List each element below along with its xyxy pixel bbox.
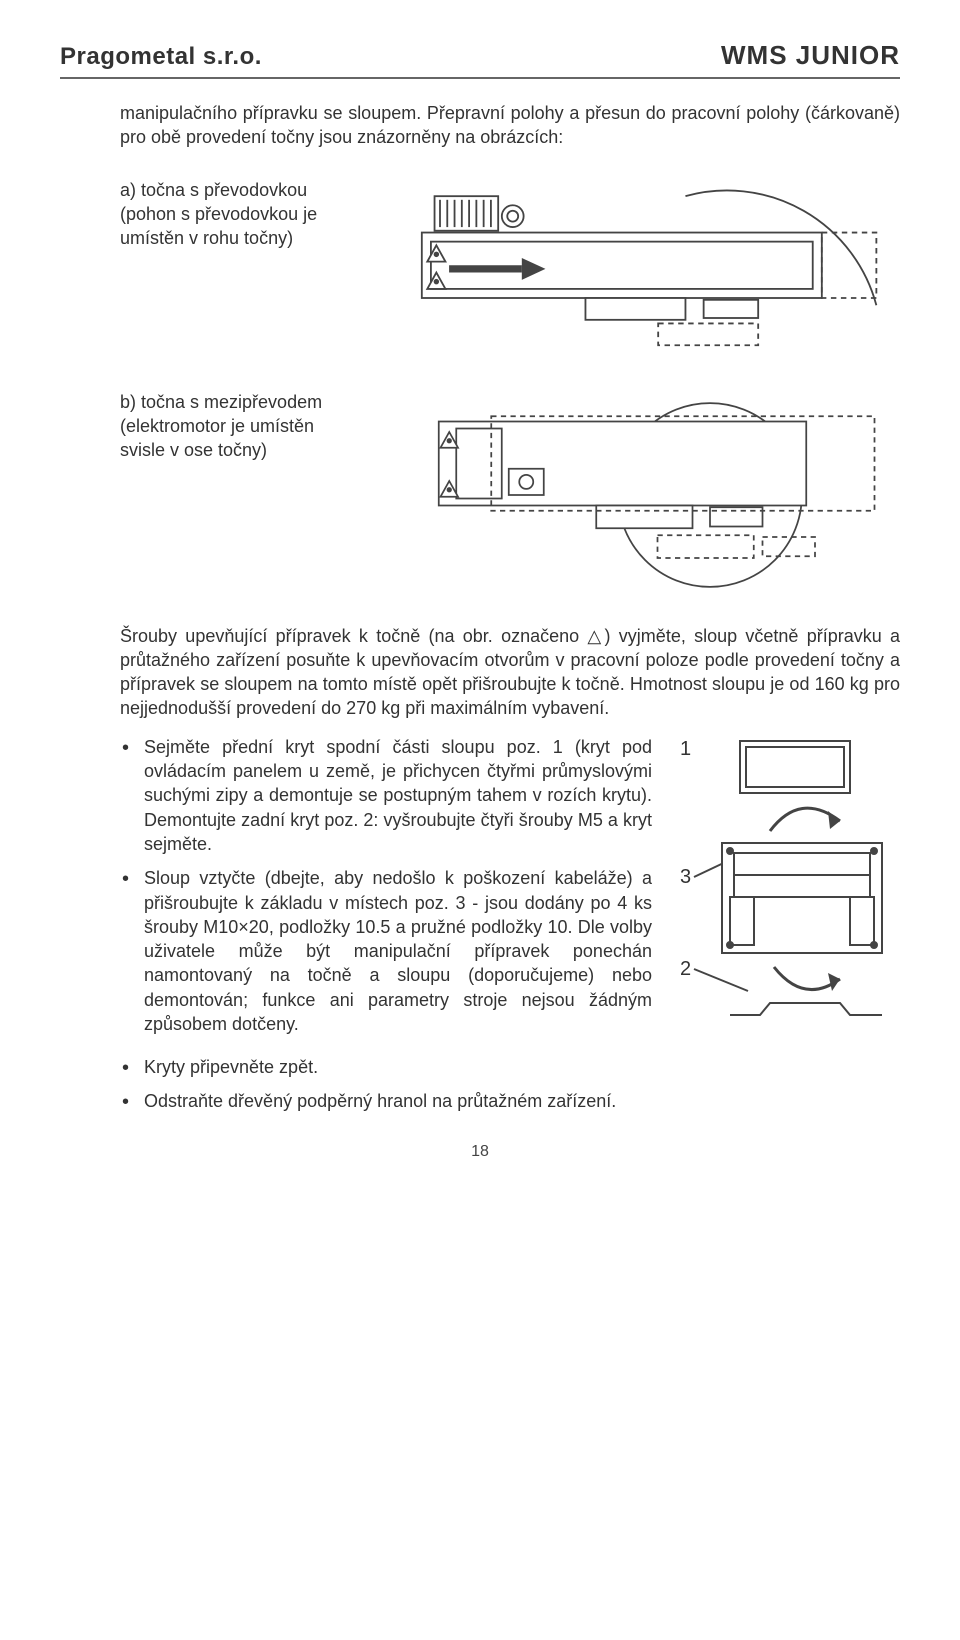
bullet-2-text: Sloup vztyčte (dbejte, aby nedošlo k poš…	[144, 868, 652, 1034]
variant-a-block: a) točna s převodovkou (pohon s převodov…	[120, 178, 900, 378]
bullet-1-text: Sejměte přední kryt spodní části sloupu …	[144, 737, 652, 854]
svg-text:1: 1	[680, 738, 691, 760]
intro-paragraph: manipulačního přípravku se sloupem. Přep…	[120, 101, 900, 150]
svg-text:2: 2	[680, 958, 691, 980]
bullet-3: Kryty připevněte zpět.	[120, 1055, 900, 1079]
product-name: WMS JUNIOR	[721, 40, 900, 71]
variant-a-diagram	[380, 178, 900, 378]
page-header: Pragometal s.r.o. WMS JUNIOR	[60, 40, 900, 79]
variant-a-label: a) točna s převodovkou (pohon s převodov…	[120, 178, 360, 251]
bullet-4: Odstraňte dřevěný podpěrný hranol na prů…	[120, 1089, 900, 1113]
after-text-prefix: Šrouby upevňující přípravek k točně (na …	[120, 626, 587, 646]
variant-b-block: b) točna s mezipřevodem (elektromotor je…	[120, 390, 900, 600]
column-figure: 1 3	[670, 735, 900, 1045]
company-name: Pragometal s.r.o.	[60, 43, 262, 71]
bullet-4-text: Odstraňte dřevěný podpěrný hranol na prů…	[144, 1091, 616, 1111]
triangle-icon: △	[587, 626, 604, 646]
bullet-list: • Sejměte přední kryt spodní části sloup…	[120, 735, 900, 1114]
after-diagrams-paragraph: Šrouby upevňující přípravek k točně (na …	[120, 624, 900, 721]
variant-b-diagram	[380, 390, 900, 600]
bullet-1-2-with-figure: • Sejměte přední kryt spodní části sloup…	[120, 735, 900, 1045]
page-number: 18	[60, 1143, 900, 1161]
bullet-3-text: Kryty připevněte zpět.	[144, 1057, 318, 1077]
variant-b-label: b) točna s mezipřevodem (elektromotor je…	[120, 390, 360, 463]
svg-text:3: 3	[680, 866, 691, 888]
